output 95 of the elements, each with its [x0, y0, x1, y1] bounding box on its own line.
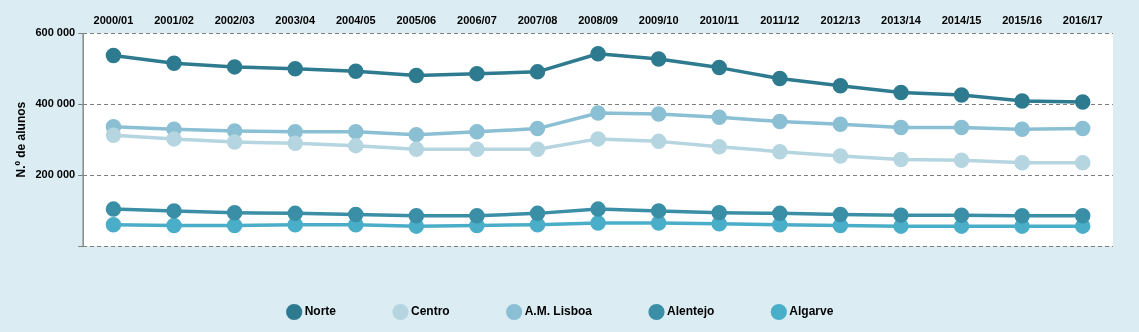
point [166, 55, 182, 72]
point [590, 201, 606, 217]
point [529, 141, 546, 157]
point [832, 148, 849, 164]
point [1074, 94, 1091, 110]
point [469, 65, 485, 82]
legend-label: A.M. Lisboa [524, 304, 593, 319]
point [1074, 208, 1091, 224]
point [893, 84, 909, 101]
point [226, 217, 243, 234]
point [348, 206, 364, 223]
point [529, 64, 546, 80]
x-tick-label: 2005/06 [396, 13, 437, 26]
point [832, 206, 849, 223]
point [166, 131, 182, 147]
point [650, 106, 667, 122]
point [529, 205, 546, 222]
x-tick-label: 2011/12 [760, 13, 800, 26]
point [348, 137, 364, 154]
point [226, 204, 243, 221]
point [650, 51, 667, 67]
point [408, 126, 425, 143]
point [469, 124, 485, 140]
point [711, 59, 727, 76]
x-tick-label: 2006/07 [457, 13, 497, 26]
point [226, 59, 243, 75]
point [105, 216, 122, 233]
x-tick-label: 2002/03 [214, 13, 255, 26]
y-tick-label: 600 000 [35, 26, 76, 39]
point [772, 70, 788, 87]
x-tick-label: 2000/01 [93, 13, 134, 26]
x-tick-label: 2007/08 [517, 13, 558, 26]
point [953, 207, 970, 223]
point [348, 63, 364, 79]
point [772, 143, 788, 160]
x-tick-label: 2009/10 [638, 13, 679, 26]
x-tick-label: 2012/13 [820, 13, 861, 26]
point [650, 215, 667, 231]
point [408, 208, 425, 224]
point [590, 46, 606, 62]
x-tick-label: 2016/17 [1062, 13, 1103, 26]
point [953, 119, 970, 136]
point [105, 127, 122, 144]
x-tick-label: 2003/04 [275, 13, 316, 26]
y-tick-label: 400 000 [35, 97, 76, 110]
point [1014, 208, 1030, 224]
point [105, 201, 122, 217]
point [893, 119, 909, 136]
legend-label: Algarve [789, 304, 834, 319]
y-axis-title: N.º de alunos [13, 101, 28, 178]
point [287, 135, 303, 151]
legend-label: Alentejo [666, 304, 715, 319]
point [287, 60, 303, 77]
point [590, 131, 606, 147]
point [590, 215, 606, 231]
point [953, 87, 970, 103]
point [953, 152, 970, 168]
point [711, 204, 727, 221]
point [590, 105, 606, 121]
point [893, 151, 909, 168]
point [105, 47, 122, 64]
x-tick-label: 2004/05 [335, 13, 376, 26]
point [166, 203, 182, 219]
point [166, 217, 182, 234]
x-tick-label: 2015/16 [1002, 13, 1043, 26]
x-tick-label: 2001/02 [154, 13, 194, 26]
point [772, 113, 788, 130]
point [469, 208, 485, 224]
point [529, 120, 546, 137]
y-tick-label: 200 000 [35, 168, 76, 181]
point [408, 141, 425, 157]
x-tick-label: 2013/14 [881, 13, 922, 26]
point [469, 141, 485, 157]
point [1074, 154, 1091, 171]
point [650, 133, 667, 150]
x-tick-label: 2010/11 [699, 13, 739, 26]
point [893, 207, 909, 223]
point [1014, 154, 1030, 171]
point [650, 203, 667, 219]
point [832, 77, 849, 94]
point [711, 109, 727, 126]
legend-label: Norte [304, 304, 337, 319]
point [711, 138, 727, 155]
point [832, 116, 849, 133]
point [348, 124, 364, 140]
point [772, 205, 788, 222]
point [226, 134, 243, 150]
point [408, 67, 425, 84]
point [1074, 120, 1091, 137]
x-tick-label: 2014/15 [941, 13, 982, 26]
x-tick-label: 2008/09 [578, 13, 618, 26]
legend-label: Centro [410, 304, 450, 319]
point [1014, 121, 1030, 138]
point [287, 205, 303, 222]
point [1014, 93, 1030, 109]
